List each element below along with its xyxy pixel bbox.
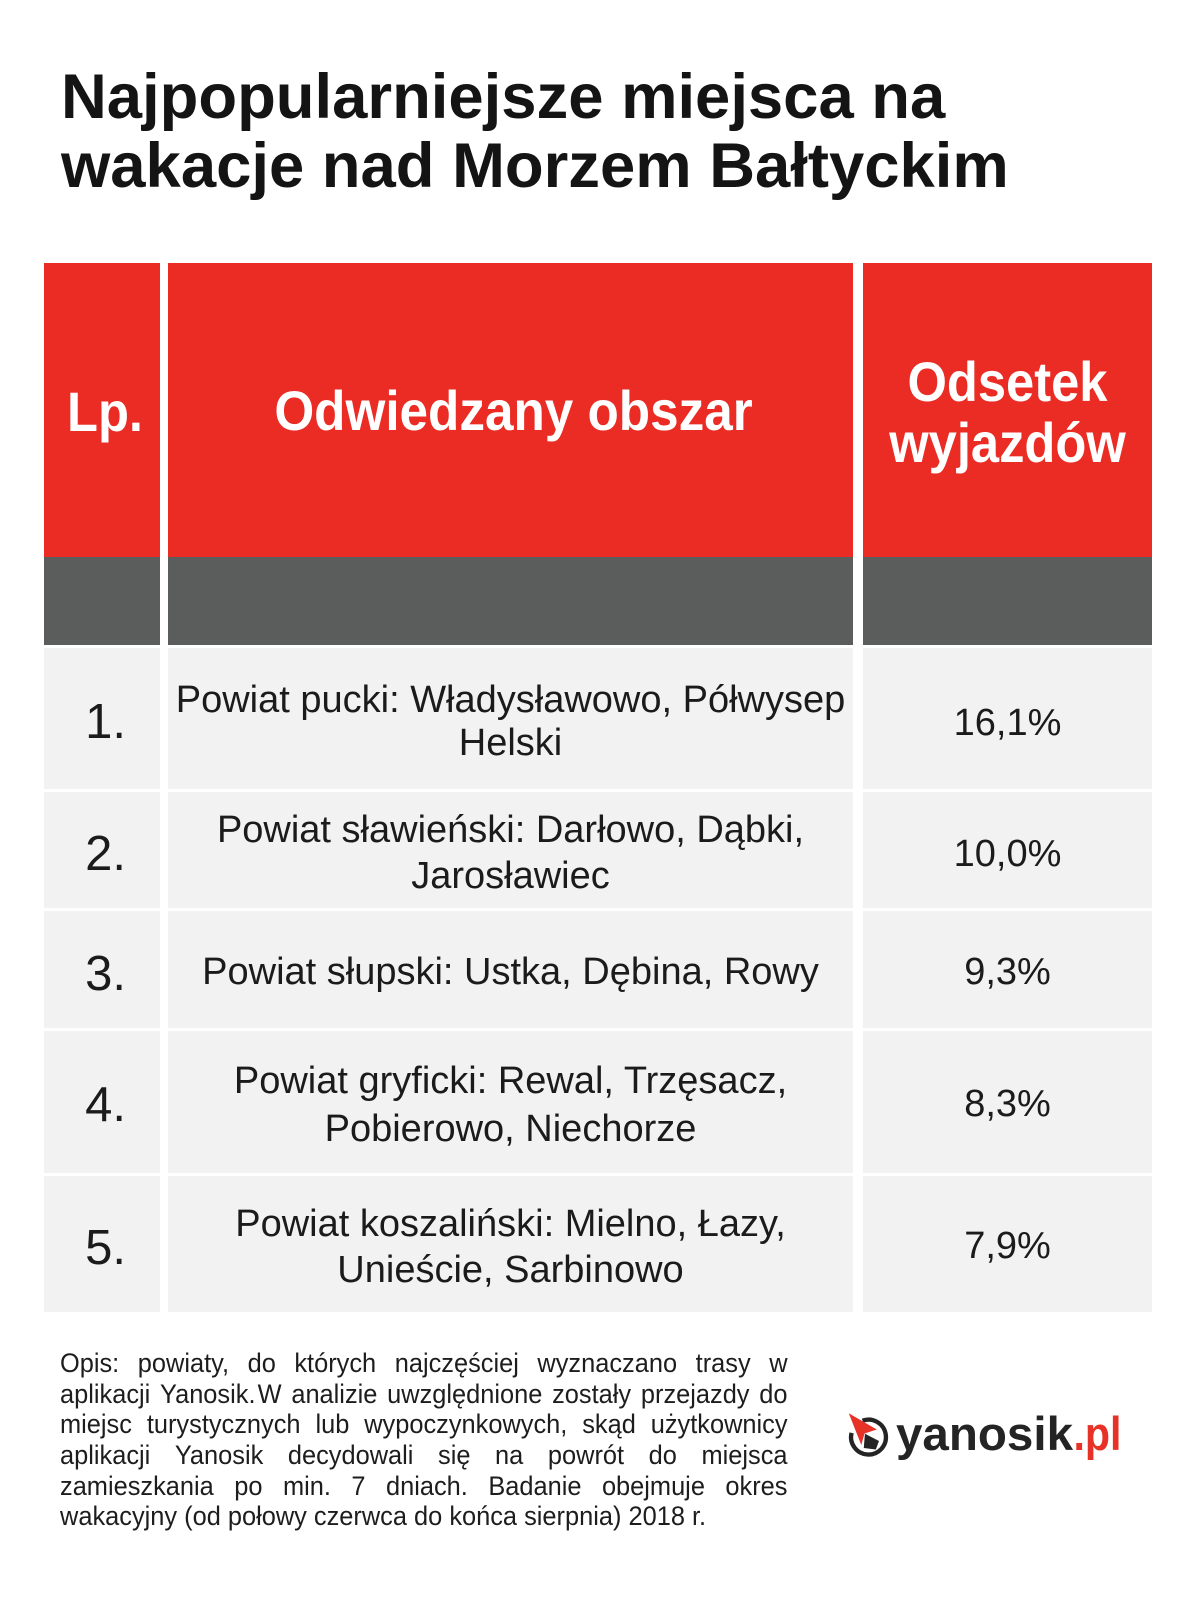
svg-text:yanosik: yanosik: [896, 1408, 1074, 1461]
svg-text:.pl: .pl: [1074, 1408, 1122, 1461]
